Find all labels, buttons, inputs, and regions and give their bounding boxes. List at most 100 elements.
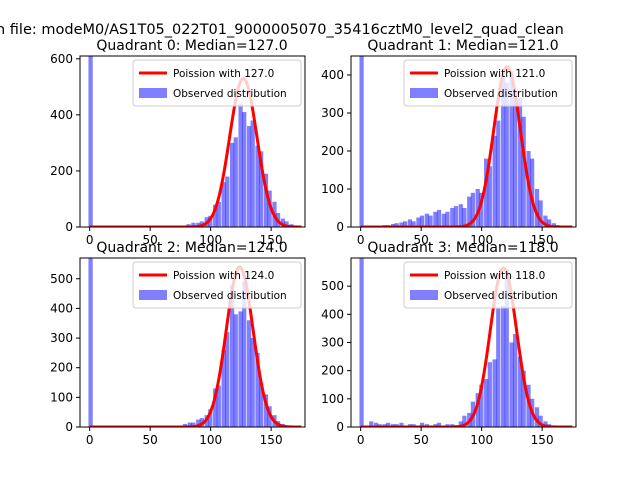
legend-swatch-observed [139, 290, 167, 300]
histogram-bar [242, 281, 247, 427]
histogram-bar [458, 421, 463, 427]
histogram-bar [221, 182, 226, 227]
histogram-bar [551, 223, 557, 227]
histogram-bar [428, 215, 433, 227]
axes-frame [79, 257, 306, 428]
x-tick-label: 50 [414, 433, 429, 447]
histogram-bar [246, 126, 252, 227]
legend-box [132, 59, 302, 107]
histogram-bar [475, 189, 480, 227]
x-tick-label: 100 [470, 433, 493, 447]
histogram-bar [225, 332, 230, 427]
y-tick-label: 500 [321, 279, 344, 293]
legend-swatch-observed [410, 290, 438, 300]
poisson-curve [360, 266, 573, 427]
x-tick-label: 0 [357, 433, 365, 447]
legend-label-poisson: Poission with 124.0 [173, 270, 274, 282]
legend-label-observed: Observed distribution [444, 290, 558, 302]
legend-label-poisson: Poission with 127.0 [173, 68, 274, 80]
histogram-bar [479, 384, 484, 427]
subplot-quadrant-1: Quadrant 1: Median=121.0 0 50 100 150 0 100 20… [321, 38, 577, 247]
histogram-bar [538, 200, 543, 227]
legend-label-observed: Observed distribution [173, 88, 287, 100]
poisson-curve [89, 265, 302, 427]
poisson-curve [360, 65, 573, 227]
histogram-bar [513, 90, 518, 227]
histogram-bar [399, 422, 404, 427]
x-tick-label: 150 [260, 233, 283, 247]
y-tick-label: 500 [50, 272, 73, 286]
subplot-title: Quadrant 0: Median=127.0 [96, 38, 287, 54]
legend: Poission with 118.0 Observed distribution [403, 261, 573, 309]
histogram-bar [419, 422, 425, 427]
x-tick-label: 150 [260, 433, 283, 447]
histogram-bar [530, 158, 535, 227]
subplot-title: Quadrant 1: Median=121.0 [367, 38, 558, 54]
y-tick-label: 200 [321, 144, 344, 158]
y-tick-label: 200 [50, 164, 73, 178]
legend-swatch-observed [410, 88, 438, 98]
legend-box [132, 261, 302, 309]
histogram-bar [403, 221, 408, 227]
panel-plot: 0 50 100 150 0 200 400 600 Poission with 127.0 Ob… [50, 52, 306, 247]
y-tick-label: 200 [50, 361, 73, 375]
histogram-bar [436, 209, 442, 227]
panel-plot: 0 50 100 150 0 100 200 300 400 Poission with 121.… [321, 55, 577, 247]
histogram-bar [225, 176, 230, 227]
histogram-bar [441, 213, 446, 227]
histogram-bar [250, 338, 255, 427]
legend-swatch-observed [139, 88, 167, 98]
legend-label-poisson: Poission with 118.0 [444, 270, 545, 282]
histogram-bar [487, 362, 492, 427]
histogram-bar [399, 222, 404, 227]
subplot-quadrant-3: Quadrant 3: Median=118.0 0 50 100 150 0 100 20… [321, 240, 577, 447]
plot-area [88, 258, 302, 427]
x-tick-label: 50 [143, 233, 158, 247]
y-tick-label: 100 [321, 182, 344, 196]
histogram-bar [492, 359, 497, 427]
x-tick-label: 150 [531, 233, 554, 247]
y-tick-label: 400 [321, 68, 344, 82]
histogram-bar [462, 208, 467, 227]
histogram-bar [263, 394, 269, 427]
x-tick-label: 100 [199, 433, 222, 447]
histogram-bar [259, 382, 264, 427]
histogram-bar [191, 422, 196, 427]
plot-area [359, 56, 573, 227]
y-tick-label: 300 [321, 106, 344, 120]
histogram-bar [280, 218, 286, 227]
legend-label-observed: Observed distribution [444, 88, 558, 100]
y-tick-label: 0 [336, 420, 344, 434]
histogram-bar [462, 415, 467, 427]
histogram-bar [359, 258, 364, 427]
histogram-bar [475, 393, 480, 427]
histogram-bar [369, 421, 374, 427]
histogram-bar [509, 71, 514, 227]
legend-box [403, 261, 573, 309]
histogram-bar [88, 258, 93, 427]
legend: Poission with 124.0 Observed distribution [132, 261, 302, 309]
y-tick-label: 400 [50, 301, 73, 315]
histogram-bar [233, 137, 238, 227]
histogram-bar [543, 421, 548, 427]
subplot-title: Quadrant 2: Median=124.0 [96, 240, 287, 256]
x-tick-label: 50 [414, 233, 429, 247]
legend: Poission with 121.0 Observed distribution [403, 59, 573, 107]
histogram-bar [390, 223, 396, 227]
histogram-bar [386, 422, 391, 427]
histogram-bar [250, 120, 255, 227]
plot-area [88, 56, 302, 227]
histogram-bar [504, 82, 509, 227]
histogram-bar [534, 407, 540, 427]
y-tick-label: 200 [321, 364, 344, 378]
histogram-bar [246, 320, 252, 427]
histogram-bar [521, 116, 526, 227]
histogram-bar [242, 112, 247, 227]
histogram-bar [238, 311, 243, 427]
histogram-bar [504, 269, 509, 427]
histogram-bar [284, 221, 289, 227]
y-tick-label: 100 [321, 392, 344, 406]
histogram-bar [255, 352, 260, 427]
histogram-bar [373, 422, 379, 427]
